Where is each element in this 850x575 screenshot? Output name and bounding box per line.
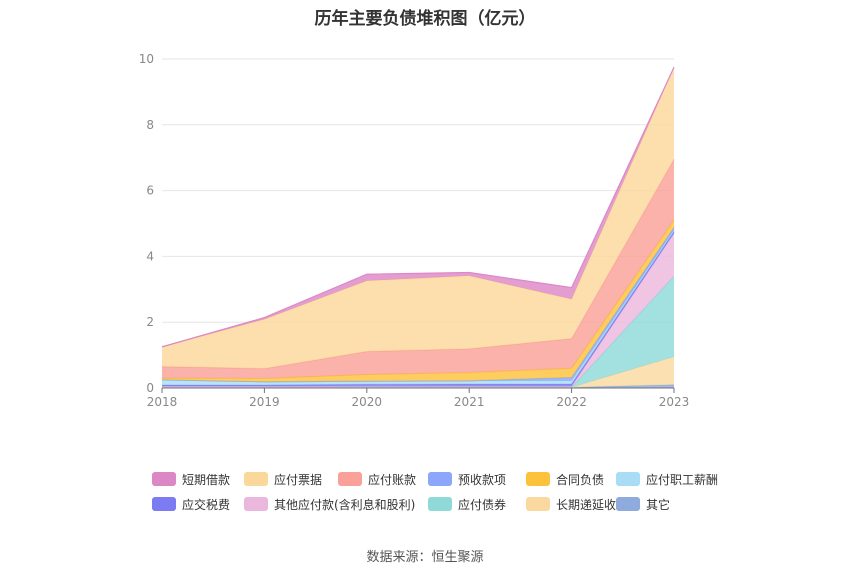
y-tick-label: 0: [146, 381, 154, 395]
legend-item[interactable]: 预收款项: [428, 471, 526, 487]
legend-swatch: [338, 472, 362, 486]
legend-swatch: [616, 497, 640, 511]
legend-item[interactable]: 应付账款: [338, 471, 428, 487]
data-source: 数据来源：恒生聚源: [366, 550, 484, 565]
x-tick-label: 2023: [659, 395, 690, 409]
legend-label: 短期借款: [182, 472, 231, 487]
y-tick-label: 2: [146, 315, 154, 329]
legend-swatch: [526, 497, 550, 511]
chart-legend: 短期借款 应付票据 应付账款 预收款项 合同负债 应付职工薪酬应交税费 其他应付款(含利息和…: [152, 471, 718, 512]
legend-swatch: [428, 497, 452, 511]
legend-swatch: [616, 472, 640, 486]
series-line: [161, 66, 675, 348]
legend-item[interactable]: 应付职工薪酬: [616, 471, 718, 487]
area-series: [162, 67, 674, 369]
legend-label: 其他应付款(含利息和股利): [274, 497, 416, 512]
y-tick-label: 4: [146, 249, 154, 263]
stacked-area-chart: 0 2 4 6 8 10 2018 2019 2020 2021 2022 2023: [139, 52, 690, 409]
legend-label: 合同负债: [556, 472, 605, 487]
legend-swatch: [428, 472, 452, 486]
legend-label: 应付债券: [458, 497, 507, 512]
legend-swatch: [244, 497, 268, 511]
x-tick-label: 2018: [147, 395, 178, 409]
x-tick-label: 2022: [556, 395, 587, 409]
chart-title: 历年主要负债堆积图（亿元）: [314, 9, 536, 29]
legend-item[interactable]: 短期借款: [152, 471, 244, 487]
x-tick-label: 2020: [352, 395, 383, 409]
legend-label: 应交税费: [182, 497, 231, 512]
legend-label: 长期递延收益: [556, 497, 629, 512]
legend-item[interactable]: 长期递延收益: [526, 496, 628, 512]
legend-label: 应付账款: [368, 472, 417, 487]
legend-swatch: [152, 472, 176, 486]
legend-item[interactable]: 其它: [616, 496, 712, 512]
area-series: [162, 356, 674, 388]
legend-label: 应付职工薪酬: [646, 472, 719, 487]
legend-swatch: [526, 472, 550, 486]
legend-label: 应付票据: [274, 472, 323, 487]
y-tick-label: 10: [139, 52, 154, 66]
legend-swatch: [152, 497, 176, 511]
legend-item[interactable]: 合同负债: [526, 471, 616, 487]
y-tick-label: 8: [146, 118, 154, 132]
x-tick-label: 2019: [249, 395, 280, 409]
legend-label: 其它: [646, 497, 671, 512]
legend-label: 预收款项: [458, 472, 507, 487]
legend-swatch: [244, 472, 268, 486]
x-tick-label: 2021: [454, 395, 485, 409]
legend-item[interactable]: 其他应付款(含利息和股利): [244, 496, 428, 512]
legend-item[interactable]: 应交税费: [152, 496, 244, 512]
y-tick-label: 6: [146, 184, 154, 198]
legend-item[interactable]: 应付票据: [244, 471, 338, 487]
legend-item[interactable]: 应付债券: [428, 496, 526, 512]
